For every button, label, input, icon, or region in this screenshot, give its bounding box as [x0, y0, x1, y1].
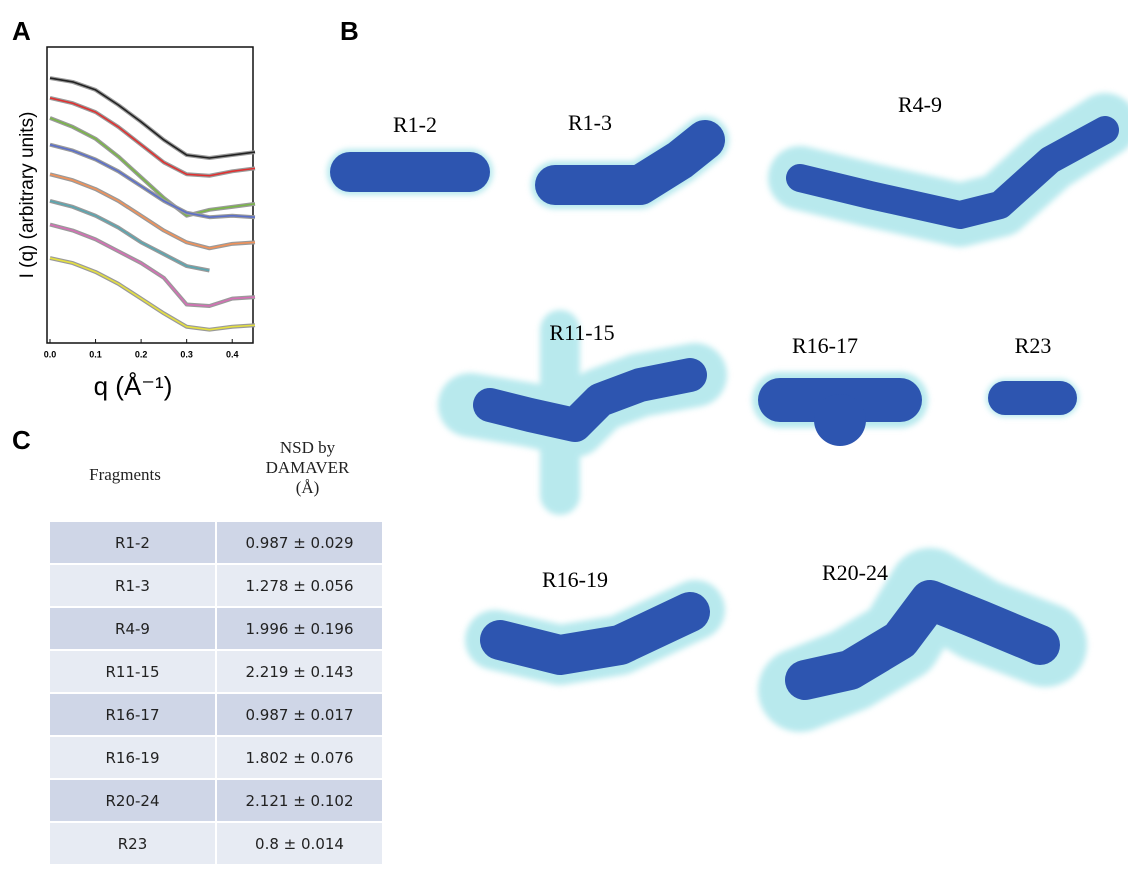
table-cell: R16-17: [48, 692, 217, 737]
curve: [49, 77, 256, 159]
x-tick-label: 0.4: [226, 349, 239, 359]
table-cell: R4-9: [48, 606, 217, 651]
x-tick-label: 0.2: [135, 349, 148, 359]
shape-label: R16-17: [792, 333, 858, 358]
table-row: R11-15 2.219 ± 0.143: [48, 649, 384, 694]
table-cell: 0.987 ± 0.017: [215, 692, 384, 737]
table-cell: 2.121 ± 0.102: [215, 778, 384, 823]
curve: [49, 223, 256, 307]
curve: [49, 143, 256, 218]
shape-label: R16-19: [542, 567, 608, 592]
table-cell: 0.8 ± 0.014: [215, 821, 384, 866]
core: [535, 120, 725, 205]
panel-letter: A: [12, 16, 31, 46]
table-row: R23 0.8 ± 0.014: [48, 821, 384, 866]
table-cell: 1.802 ± 0.076: [215, 735, 384, 780]
table-cell: R11-15: [48, 649, 217, 694]
table-row: R16-17 0.987 ± 0.017: [48, 692, 384, 737]
table-cell: 0.987 ± 0.029: [215, 520, 384, 565]
shape-label: R1-3: [568, 110, 612, 135]
shape-label: R1-2: [393, 112, 437, 137]
panel-letter: B: [340, 16, 359, 46]
table-cell: 1.278 ± 0.056: [215, 563, 384, 608]
cores: [330, 116, 1119, 700]
core: [480, 592, 710, 675]
table-header: Fragments: [89, 465, 161, 484]
curve: [49, 200, 210, 272]
curve: [49, 257, 256, 331]
bead-models: [327, 93, 1128, 732]
table-cell: R1-2: [48, 520, 217, 565]
table-cell: 1.996 ± 0.196: [215, 606, 384, 651]
table-cell: R20-24: [48, 778, 217, 823]
table-row: R20-24 2.121 ± 0.102: [48, 778, 384, 823]
table-row: R1-2 0.987 ± 0.029: [48, 520, 384, 565]
table-row: R1-3 1.278 ± 0.056: [48, 563, 384, 608]
table-cell: R1-3: [48, 563, 217, 608]
shape-label: R20-24: [822, 560, 888, 585]
curve: [49, 117, 256, 217]
x-tick-label: 0.3: [180, 349, 193, 359]
y-axis-label: I (q) (arbitrary units): [17, 112, 38, 279]
x-tick-label: 0.0: [44, 349, 57, 359]
plot-frame: [46, 46, 254, 344]
curve: [49, 97, 256, 177]
shape-label: R23: [1015, 333, 1052, 358]
x-axis-label: q (Å⁻¹): [94, 371, 173, 401]
shape-label: R4-9: [898, 92, 942, 117]
shape-label: R11-15: [549, 320, 614, 345]
curve-outline: [49, 95, 256, 178]
core: [473, 358, 707, 442]
core: [814, 394, 866, 446]
core: [785, 580, 1060, 700]
curve-outline: [49, 76, 256, 160]
x-tick-label: 0.1: [89, 349, 102, 359]
nsd-table: R1-2 0.987 ± 0.029 R1-3 1.278 ± 0.056 R4-9 1.…: [48, 520, 384, 866]
table-cell: R23: [48, 821, 217, 866]
table-cell: R16-19: [48, 735, 217, 780]
core: [786, 116, 1119, 229]
panel-letter: C: [12, 425, 31, 455]
table-row: R16-19 1.802 ± 0.076: [48, 735, 384, 780]
table-header: NSD by DAMAVER (Å): [265, 438, 350, 497]
curve: [49, 173, 256, 250]
table-row: R4-9 1.996 ± 0.196: [48, 606, 384, 651]
table-cell: 2.219 ± 0.143: [215, 649, 384, 694]
